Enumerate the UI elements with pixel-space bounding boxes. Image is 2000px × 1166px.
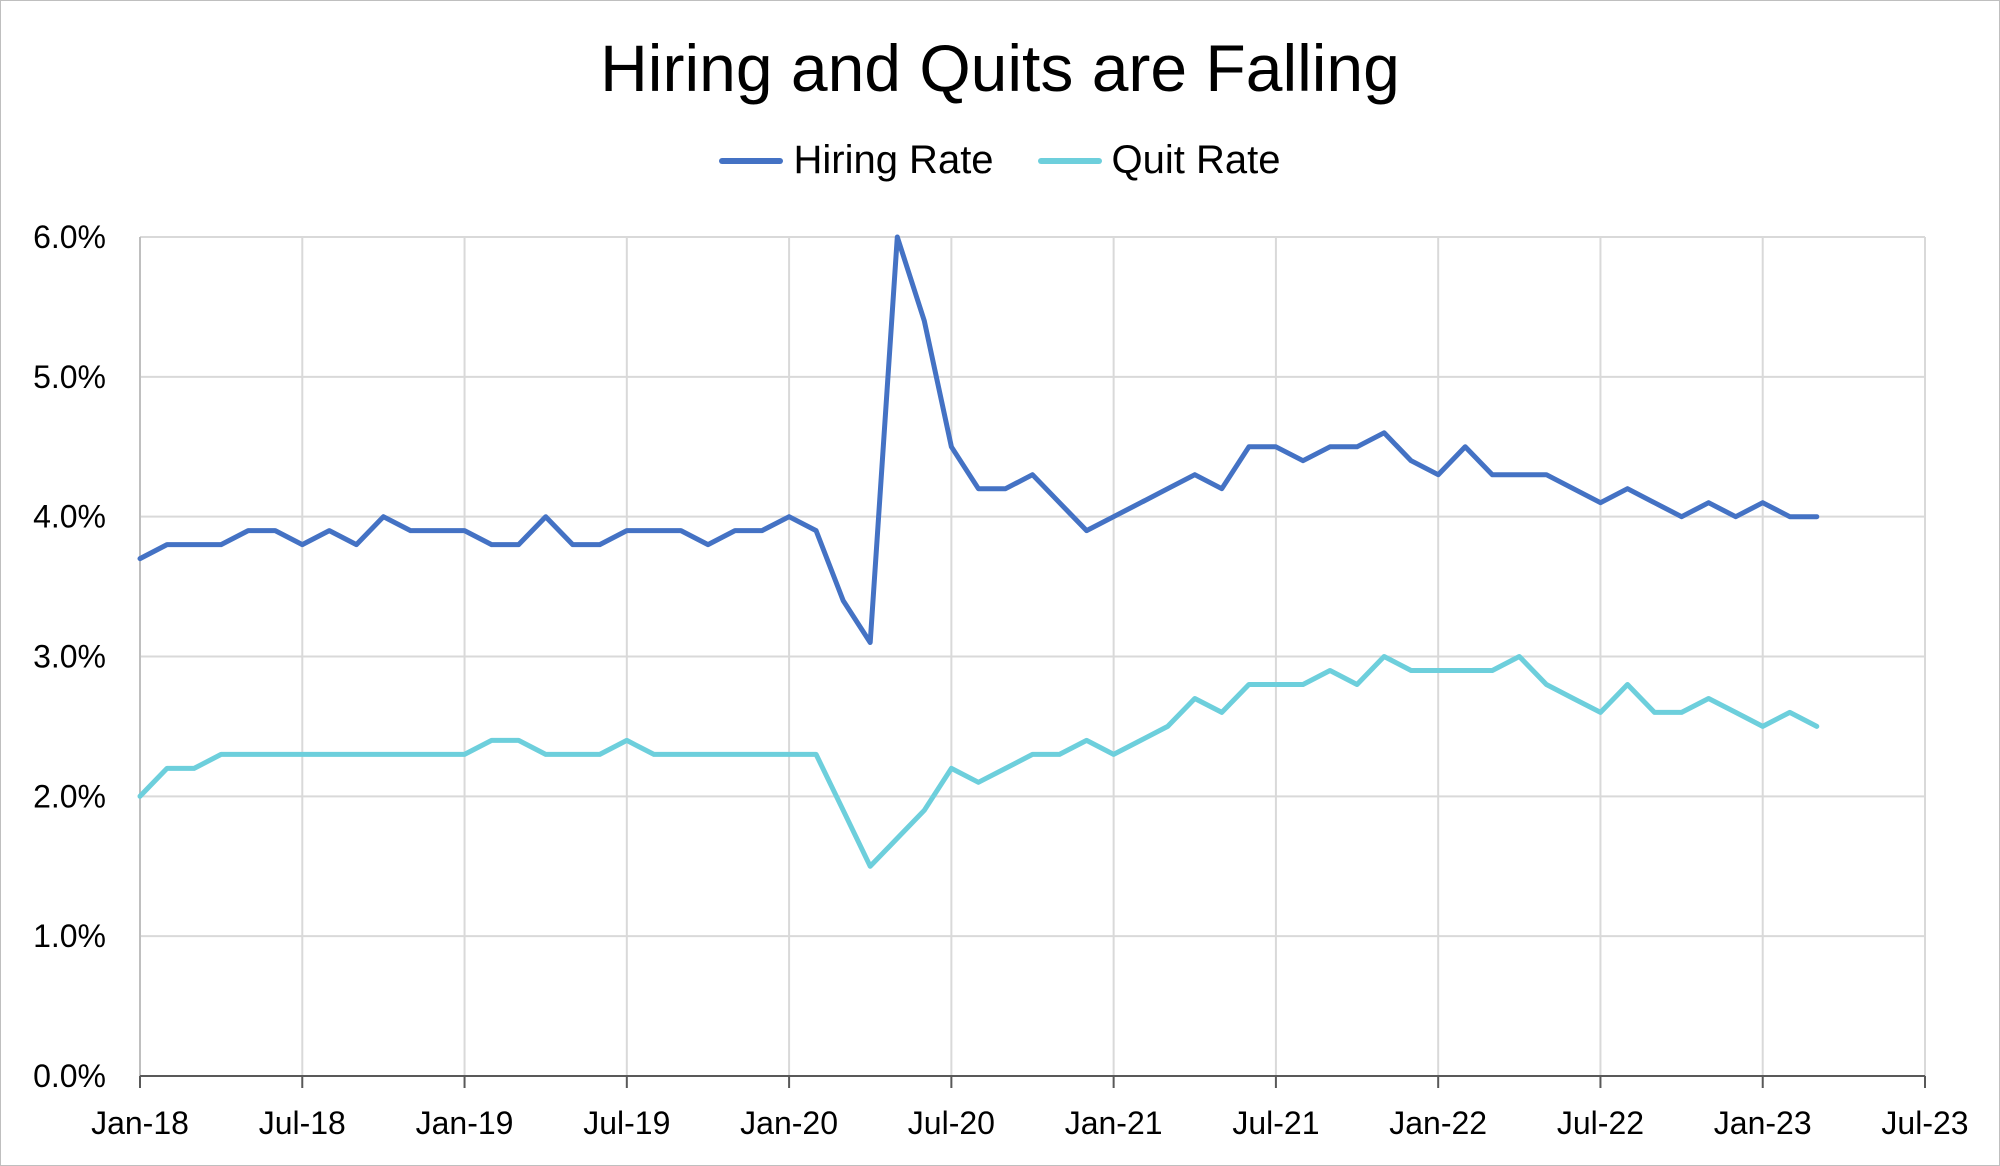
gridlines	[140, 236, 1926, 1076]
x-tick-label: Jul-19	[583, 1105, 670, 1141]
chart-title: Hiring and Quits are Falling	[600, 31, 1400, 105]
x-tick-label: Jul-20	[908, 1105, 995, 1141]
y-tick-label: 1.0%	[33, 918, 106, 954]
x-tick-label: Jan-20	[740, 1105, 838, 1141]
x-tick-label: Jul-18	[259, 1105, 346, 1141]
chart-legend: Hiring Rate Quit Rate	[0, 138, 2000, 183]
series-lines	[137, 234, 1820, 869]
series-line-quit-rate	[137, 654, 1820, 869]
x-tick-label: Jul-22	[1557, 1105, 1644, 1141]
legend-item-quit-rate[interactable]: Quit Rate	[1037, 138, 1281, 183]
x-tick-label: Jan-19	[416, 1105, 514, 1141]
x-tick-label: Jan-18	[91, 1105, 189, 1141]
y-tick-label: 6.0%	[33, 219, 106, 255]
y-tick-label: 0.0%	[33, 1058, 106, 1094]
legend-item-hiring-rate[interactable]: Hiring Rate	[719, 138, 994, 183]
series-line-hiring-rate	[137, 234, 1820, 645]
y-tick-label: 4.0%	[33, 499, 106, 535]
x-tick-label: Jan-22	[1389, 1105, 1487, 1141]
tick-labels: 0.0% 1.0% 2.0% 3.0% 4.0% 5.0% 6.0% Jan-18 Jul-18…	[33, 219, 1969, 1141]
x-tick-label: Jul-21	[1232, 1105, 1319, 1141]
legend-label-quit-rate: Quit Rate	[1111, 138, 1281, 182]
legend-label-hiring-rate: Hiring Rate	[793, 138, 994, 182]
legend-swatch-quit-rate	[1037, 157, 1102, 164]
y-tick-label: 5.0%	[33, 359, 106, 395]
x-tick-label: Jan-23	[1714, 1105, 1812, 1141]
x-tick-label: Jul-23	[1881, 1105, 1968, 1141]
y-tick-label: 3.0%	[33, 639, 106, 675]
y-tick-label: 2.0%	[33, 778, 106, 814]
legend-swatch-hiring-rate	[719, 157, 784, 164]
x-tick-label: Jan-21	[1065, 1105, 1163, 1141]
axes	[139, 237, 1926, 1088]
